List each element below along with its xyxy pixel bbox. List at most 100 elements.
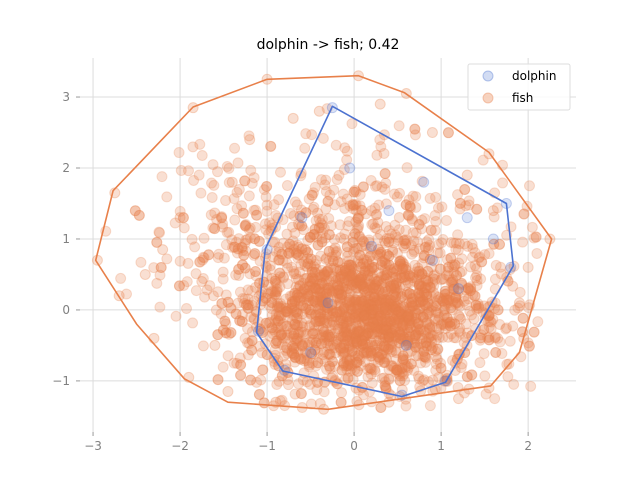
fish-point bbox=[319, 179, 331, 191]
fish-point bbox=[312, 287, 324, 299]
fish-point bbox=[381, 312, 393, 324]
fish-point bbox=[295, 299, 307, 311]
fish-point bbox=[338, 302, 350, 314]
fish-point bbox=[321, 306, 333, 318]
fish-point bbox=[352, 222, 364, 234]
fish-point bbox=[412, 304, 424, 316]
fish-point bbox=[317, 313, 329, 325]
fish-point bbox=[462, 283, 474, 295]
fish-point bbox=[196, 276, 208, 288]
fish-point bbox=[282, 305, 294, 317]
fish-point bbox=[153, 226, 165, 238]
fish-point bbox=[465, 281, 477, 293]
fish-point bbox=[155, 261, 167, 273]
fish-point bbox=[400, 274, 412, 286]
fish-point bbox=[371, 208, 383, 220]
fish-point bbox=[343, 215, 355, 227]
fish-point bbox=[129, 205, 141, 217]
fish-point bbox=[379, 284, 391, 296]
fish-point bbox=[450, 292, 462, 304]
fish-point bbox=[398, 235, 410, 247]
fish-point bbox=[335, 396, 347, 408]
fish-point bbox=[232, 297, 244, 309]
fish-point bbox=[295, 326, 307, 338]
fish-point bbox=[403, 297, 415, 309]
fish-point bbox=[272, 254, 284, 266]
fish-point bbox=[299, 260, 311, 272]
fish-point bbox=[353, 326, 365, 338]
fish-point bbox=[307, 328, 319, 340]
fish-point bbox=[404, 288, 416, 300]
fish-point bbox=[393, 313, 405, 325]
fish-point bbox=[368, 280, 380, 292]
x-tick-label: 1 bbox=[437, 439, 445, 453]
fish-point bbox=[366, 261, 378, 273]
fish-point bbox=[379, 356, 391, 368]
fish-point bbox=[338, 342, 350, 354]
legend-marker-dolphin bbox=[482, 70, 494, 82]
fish-point bbox=[317, 132, 329, 144]
fish-point bbox=[296, 340, 308, 352]
fish-point bbox=[306, 348, 318, 360]
y-tick-label: 0 bbox=[62, 303, 70, 317]
fish-point bbox=[260, 317, 272, 329]
fish-point bbox=[385, 296, 397, 308]
fish-point bbox=[364, 290, 376, 302]
fish-point bbox=[353, 310, 365, 322]
fish-point bbox=[423, 239, 435, 251]
fish-point bbox=[375, 246, 387, 258]
fish-point bbox=[365, 345, 377, 357]
fish-point bbox=[450, 296, 462, 308]
fish-point bbox=[330, 311, 342, 323]
fish-point bbox=[413, 219, 425, 231]
fish-point bbox=[274, 271, 286, 283]
fish-point bbox=[321, 282, 333, 294]
fish-point bbox=[323, 310, 335, 322]
fish-point bbox=[398, 301, 410, 313]
fish-point bbox=[393, 316, 405, 328]
fish-point bbox=[309, 266, 321, 278]
fish-point bbox=[419, 351, 431, 363]
fish-point bbox=[254, 255, 266, 267]
fish-point bbox=[349, 228, 361, 240]
fish-point bbox=[289, 388, 301, 400]
fish-point bbox=[380, 353, 392, 365]
fish-point bbox=[427, 374, 439, 386]
fish-point bbox=[376, 349, 388, 361]
fish-point bbox=[280, 302, 292, 314]
fish-point bbox=[403, 308, 415, 320]
fish-point bbox=[314, 271, 326, 283]
fish-point bbox=[232, 243, 244, 255]
fish-point bbox=[322, 348, 334, 360]
fish-point bbox=[362, 315, 374, 327]
fish-point bbox=[343, 259, 355, 271]
fish-point bbox=[449, 318, 461, 330]
fish-point bbox=[359, 322, 371, 334]
fish-point bbox=[435, 357, 447, 369]
fish-point bbox=[446, 259, 458, 271]
fish-point bbox=[385, 282, 397, 294]
fish-point bbox=[346, 296, 358, 308]
fish-point bbox=[375, 259, 387, 271]
fish-point bbox=[309, 296, 321, 308]
fish-point bbox=[358, 310, 370, 322]
fish-point bbox=[398, 235, 410, 247]
fish-point bbox=[226, 176, 238, 188]
fish-point bbox=[333, 293, 345, 305]
fish-point bbox=[344, 200, 356, 212]
fish-point bbox=[359, 265, 371, 277]
fish-point bbox=[394, 292, 406, 304]
fish-point bbox=[290, 273, 302, 285]
fish-point bbox=[243, 190, 255, 202]
fish-point bbox=[378, 341, 390, 353]
fish-point bbox=[289, 318, 301, 330]
fish-point bbox=[350, 276, 362, 288]
fish-point bbox=[316, 296, 328, 308]
fish-point bbox=[231, 186, 243, 198]
fish-point bbox=[394, 370, 406, 382]
fish-point bbox=[416, 281, 428, 293]
fish-point bbox=[337, 305, 349, 317]
fish-point bbox=[331, 279, 343, 291]
fish-point bbox=[222, 296, 234, 308]
fish-point bbox=[266, 285, 278, 297]
